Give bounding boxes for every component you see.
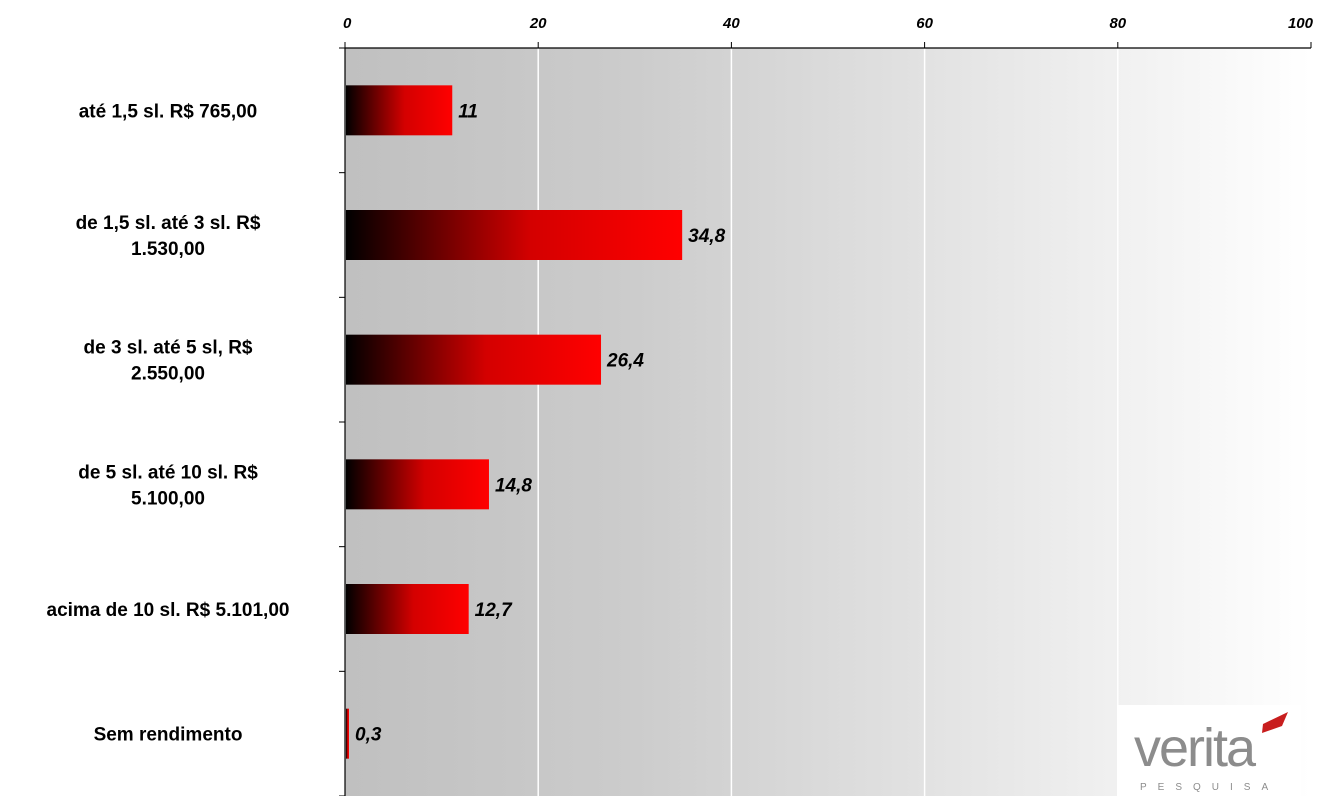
x-tick-label-100: 100 (1288, 15, 1314, 32)
x-tick-label-60: 60 (916, 15, 933, 32)
category-label-4-line-0: acima de 10 sl. R$ 5.101,00 (47, 600, 290, 621)
x-tick-label-0: 0 (343, 15, 352, 32)
value-label-2: 26,4 (606, 351, 644, 372)
bar-2 (346, 334, 602, 385)
category-label-0: até 1,5 sl. R$ 765,00 (79, 101, 258, 122)
category-label-1-line-0: de 1,5 sl. até 3 sl. R$ (76, 213, 261, 234)
value-label-5: 0,3 (355, 725, 382, 746)
axes (339, 42, 1312, 796)
category-label-2-line-1: 2.550,00 (131, 364, 205, 385)
category-label-0-line-0: até 1,5 sl. R$ 765,00 (79, 101, 258, 122)
value-label-3: 14,8 (495, 475, 532, 496)
category-label-1: de 1,5 sl. até 3 sl. R$ 1.530,00 (76, 213, 261, 260)
logo-accent-mark (1262, 712, 1288, 733)
category-label-3-line-0: de 5 sl. até 10 sl. R$ (78, 462, 258, 483)
plot-area (345, 48, 1311, 796)
category-label-5-line-0: Sem rendimento (94, 725, 243, 746)
bar-3 (346, 459, 489, 510)
category-label-5: Sem rendimento (94, 725, 243, 746)
category-label-1-line-1: 1.530,00 (131, 239, 205, 260)
tick-labels: 0 20 40 60 80 100 (343, 15, 1314, 32)
value-label-0: 11 (458, 101, 478, 122)
category-label-4: acima de 10 sl. R$ 5.101,00 (47, 600, 290, 621)
verita-logo: verita PESQUISA (1117, 705, 1301, 796)
bars (346, 85, 683, 759)
category-label-3: de 5 sl. até 10 sl. R$ 5.100,00 (78, 462, 258, 509)
bar-0 (346, 85, 453, 136)
category-labels: até 1,5 sl. R$ 765,00 de 1,5 sl. até 3 sl… (47, 101, 290, 745)
category-label-3-line-1: 5.100,00 (131, 488, 205, 509)
bar-5 (346, 708, 349, 759)
x-tick-label-20: 20 (529, 15, 547, 32)
category-label-2: de 3 sl. até 5 sl, R$ 2.550,00 (84, 338, 253, 385)
bar-1 (346, 210, 683, 260)
value-label-4: 12,7 (475, 600, 513, 621)
category-label-2-line-0: de 3 sl. até 5 sl, R$ (84, 338, 253, 359)
logo-tagline: PESQUISA (1140, 782, 1279, 793)
value-labels: 11 34,8 26,4 14,8 12,7 0,3 (355, 101, 726, 745)
bar-4 (346, 584, 469, 634)
value-label-1: 34,8 (688, 226, 725, 247)
x-tick-label-40: 40 (722, 15, 740, 32)
logo-background (1117, 705, 1301, 796)
gridlines (537, 48, 1312, 796)
logo-wordmark: verita (1134, 718, 1257, 778)
x-tick-label-80: 80 (1109, 15, 1126, 32)
